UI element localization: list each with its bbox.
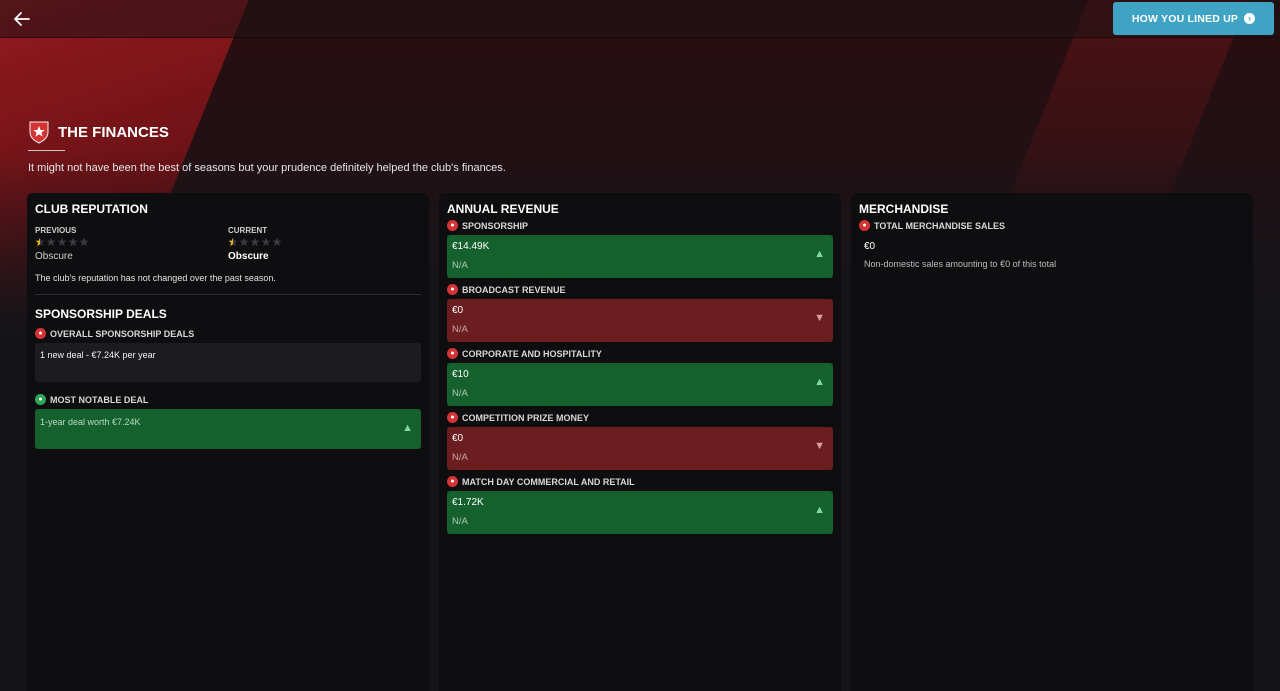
merch-total-value: €0: [864, 241, 876, 252]
shirt-icon: ●: [447, 476, 458, 487]
star-icon: [261, 237, 271, 247]
trend-up-icon: ▲: [402, 422, 413, 434]
trend-up-icon: ▲: [814, 376, 825, 388]
previous-reputation: PREVIOUS Obscure: [35, 226, 228, 262]
star-icon: [57, 237, 67, 247]
notable-deal-box: 1-year deal worth €7.24K ▲: [35, 409, 421, 449]
revenue-item-header: ● CORPORATE AND HOSPITALITY: [447, 348, 833, 359]
revenue-item: ● COMPETITION PRIZE MONEY €0 N/A ▼: [447, 412, 833, 470]
revenue-item-value: €14.49K: [452, 241, 490, 252]
page-title: THE FINANCES: [58, 123, 169, 141]
hospitality-icon: ●: [447, 348, 458, 359]
revenue-item-value: €0: [452, 305, 464, 316]
revenue-item: ● MATCH DAY COMMERCIAL AND RETAIL €1.72K N/…: [447, 476, 833, 534]
broadcast-icon: ●: [447, 284, 458, 295]
previous-stars: [35, 237, 228, 247]
how-you-lined-up-label: HOW YOU LINED UP: [1131, 12, 1239, 25]
sponsorship-icon: ●: [447, 220, 458, 231]
current-label: CURRENT: [228, 226, 268, 235]
current-reputation: CURRENT Obscure: [228, 226, 421, 262]
divider: [35, 294, 421, 295]
reputation-note: The club's reputation has not changed ov…: [35, 273, 276, 283]
merch-total-label: TOTAL MERCHANDISE SALES: [874, 220, 1006, 231]
revenue-item-header: ● SPONSORSHIP: [447, 220, 833, 231]
revenue-item-sub: N/A: [452, 452, 468, 463]
revenue-panel: ANNUAL REVENUE ● SPONSORSHIP €14.49K N/A ▲ ● B…: [439, 193, 841, 691]
overall-deals-label: OVERALL SPONSORSHIP DEALS: [50, 328, 195, 339]
overall-deals-value: 1 new deal - €7.24K per year: [40, 350, 156, 360]
page-header: THE FINANCES: [28, 120, 169, 151]
notable-deal-label: MOST NOTABLE DEAL: [50, 394, 149, 405]
revenue-item-box: €0 N/A ▼: [447, 299, 833, 342]
current-stars: [228, 237, 421, 247]
revenue-item-value: €0: [452, 433, 464, 444]
revenue-item-sub: N/A: [452, 516, 468, 527]
revenue-item-sub: N/A: [452, 260, 468, 271]
star-icon: [272, 237, 282, 247]
trend-down-icon: ▼: [814, 312, 825, 324]
merch-description: Non-domestic sales amounting to €0 of th…: [864, 259, 1057, 269]
trend-up-icon: ▲: [814, 248, 825, 260]
arrow-left-icon: [14, 12, 30, 26]
club-crest-icon: [29, 121, 49, 144]
title-underline: [28, 150, 65, 151]
star-icon: [68, 237, 78, 247]
shirt-icon: ●: [859, 220, 870, 231]
how-you-lined-up-button[interactable]: HOW YOU LINED UP ›: [1113, 2, 1274, 35]
star-icon: [239, 237, 249, 247]
revenue-list: ● SPONSORSHIP €14.49K N/A ▲ ● BROADCAST REVENU…: [447, 220, 833, 534]
star-icon: [228, 237, 238, 247]
revenue-item: ● BROADCAST REVENUE €0 N/A ▼: [447, 284, 833, 342]
sponsorship-title: SPONSORSHIP DEALS: [35, 307, 167, 321]
merchandise-title: MERCHANDISE: [859, 202, 949, 216]
trend-up-icon: ▲: [814, 504, 825, 516]
previous-label: PREVIOUS: [35, 226, 77, 235]
overall-deals-box: 1 new deal - €7.24K per year: [35, 343, 421, 382]
reputation-title: CLUB REPUTATION: [35, 202, 148, 216]
revenue-item-header: ● MATCH DAY COMMERCIAL AND RETAIL: [447, 476, 833, 487]
revenue-item-header: ● BROADCAST REVENUE: [447, 284, 833, 295]
handshake-icon: ●: [35, 394, 46, 405]
revenue-item-box: €10 N/A ▲: [447, 363, 833, 406]
reputation-panel: CLUB REPUTATION PREVIOUS Obscure CURRENT…: [27, 193, 429, 691]
current-value: Obscure: [228, 251, 269, 262]
handshake-icon: ●: [35, 328, 46, 339]
trophy-icon: ●: [447, 412, 458, 423]
revenue-title: ANNUAL REVENUE: [447, 202, 559, 216]
top-bar: HOW YOU LINED UP ›: [0, 0, 1280, 38]
revenue-item-value: €10: [452, 369, 469, 380]
page-subtitle: It might not have been the best of seaso…: [28, 162, 506, 174]
back-button[interactable]: [10, 8, 34, 30]
revenue-item-header: ● COMPETITION PRIZE MONEY: [447, 412, 833, 423]
merch-total-header: ● TOTAL MERCHANDISE SALES: [859, 220, 1245, 231]
revenue-item: ● SPONSORSHIP €14.49K N/A ▲: [447, 220, 833, 278]
chevron-right-icon: ›: [1244, 13, 1256, 24]
merch-total-box: €0 Non-domestic sales amounting to €0 of…: [859, 231, 1245, 269]
revenue-item-label: CORPORATE AND HOSPITALITY: [462, 348, 602, 359]
star-icon: [46, 237, 56, 247]
previous-value: Obscure: [35, 251, 73, 262]
revenue-item-label: BROADCAST REVENUE: [462, 284, 566, 295]
revenue-item-box: €1.72K N/A ▲: [447, 491, 833, 534]
revenue-item-box: €14.49K N/A ▲: [447, 235, 833, 278]
star-icon: [35, 237, 45, 247]
star-icon: [250, 237, 260, 247]
notable-deal-header: ● MOST NOTABLE DEAL: [35, 394, 421, 405]
merchandise-panel: MERCHANDISE ● TOTAL MERCHANDISE SALES €0…: [851, 193, 1253, 691]
star-icon: [79, 237, 89, 247]
revenue-item-box: €0 N/A ▼: [447, 427, 833, 470]
revenue-item-label: SPONSORSHIP: [462, 220, 529, 231]
overall-deals-header: ● OVERALL SPONSORSHIP DEALS: [35, 328, 421, 339]
revenue-item-label: COMPETITION PRIZE MONEY: [462, 412, 590, 423]
revenue-item-sub: N/A: [452, 324, 468, 335]
notable-deal-value: 1-year deal worth €7.24K: [40, 417, 141, 427]
revenue-item-label: MATCH DAY COMMERCIAL AND RETAIL: [462, 476, 635, 487]
revenue-item-value: €1.72K: [452, 497, 484, 508]
revenue-item: ● CORPORATE AND HOSPITALITY €10 N/A ▲: [447, 348, 833, 406]
trend-down-icon: ▼: [814, 440, 825, 452]
revenue-item-sub: N/A: [452, 388, 468, 399]
